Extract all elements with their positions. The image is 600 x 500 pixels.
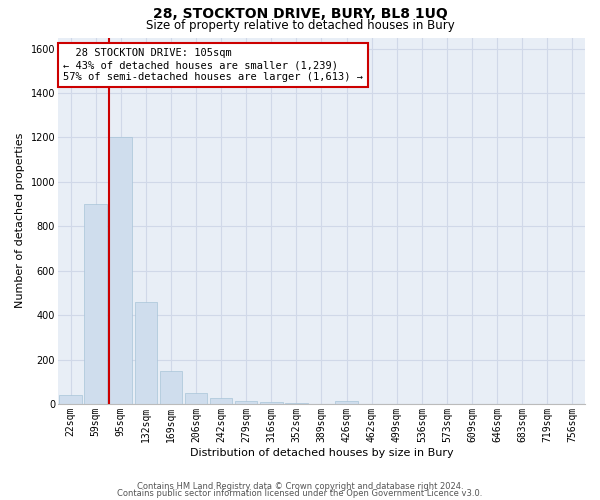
Bar xyxy=(335,400,358,404)
Bar xyxy=(59,395,82,404)
Bar xyxy=(210,398,232,404)
Text: Contains HM Land Registry data © Crown copyright and database right 2024.: Contains HM Land Registry data © Crown c… xyxy=(137,482,463,491)
Text: 28, STOCKTON DRIVE, BURY, BL8 1UQ: 28, STOCKTON DRIVE, BURY, BL8 1UQ xyxy=(152,8,448,22)
Bar xyxy=(260,402,283,404)
Bar xyxy=(185,393,207,404)
Bar xyxy=(85,204,107,404)
Text: Size of property relative to detached houses in Bury: Size of property relative to detached ho… xyxy=(146,19,454,32)
Text: 28 STOCKTON DRIVE: 105sqm
← 43% of detached houses are smaller (1,239)
57% of se: 28 STOCKTON DRIVE: 105sqm ← 43% of detac… xyxy=(63,48,363,82)
Bar xyxy=(235,400,257,404)
Y-axis label: Number of detached properties: Number of detached properties xyxy=(15,133,25,308)
Bar xyxy=(160,370,182,404)
X-axis label: Distribution of detached houses by size in Bury: Distribution of detached houses by size … xyxy=(190,448,453,458)
Bar xyxy=(109,138,132,404)
Bar xyxy=(134,302,157,404)
Bar xyxy=(285,403,308,404)
Text: Contains public sector information licensed under the Open Government Licence v3: Contains public sector information licen… xyxy=(118,490,482,498)
